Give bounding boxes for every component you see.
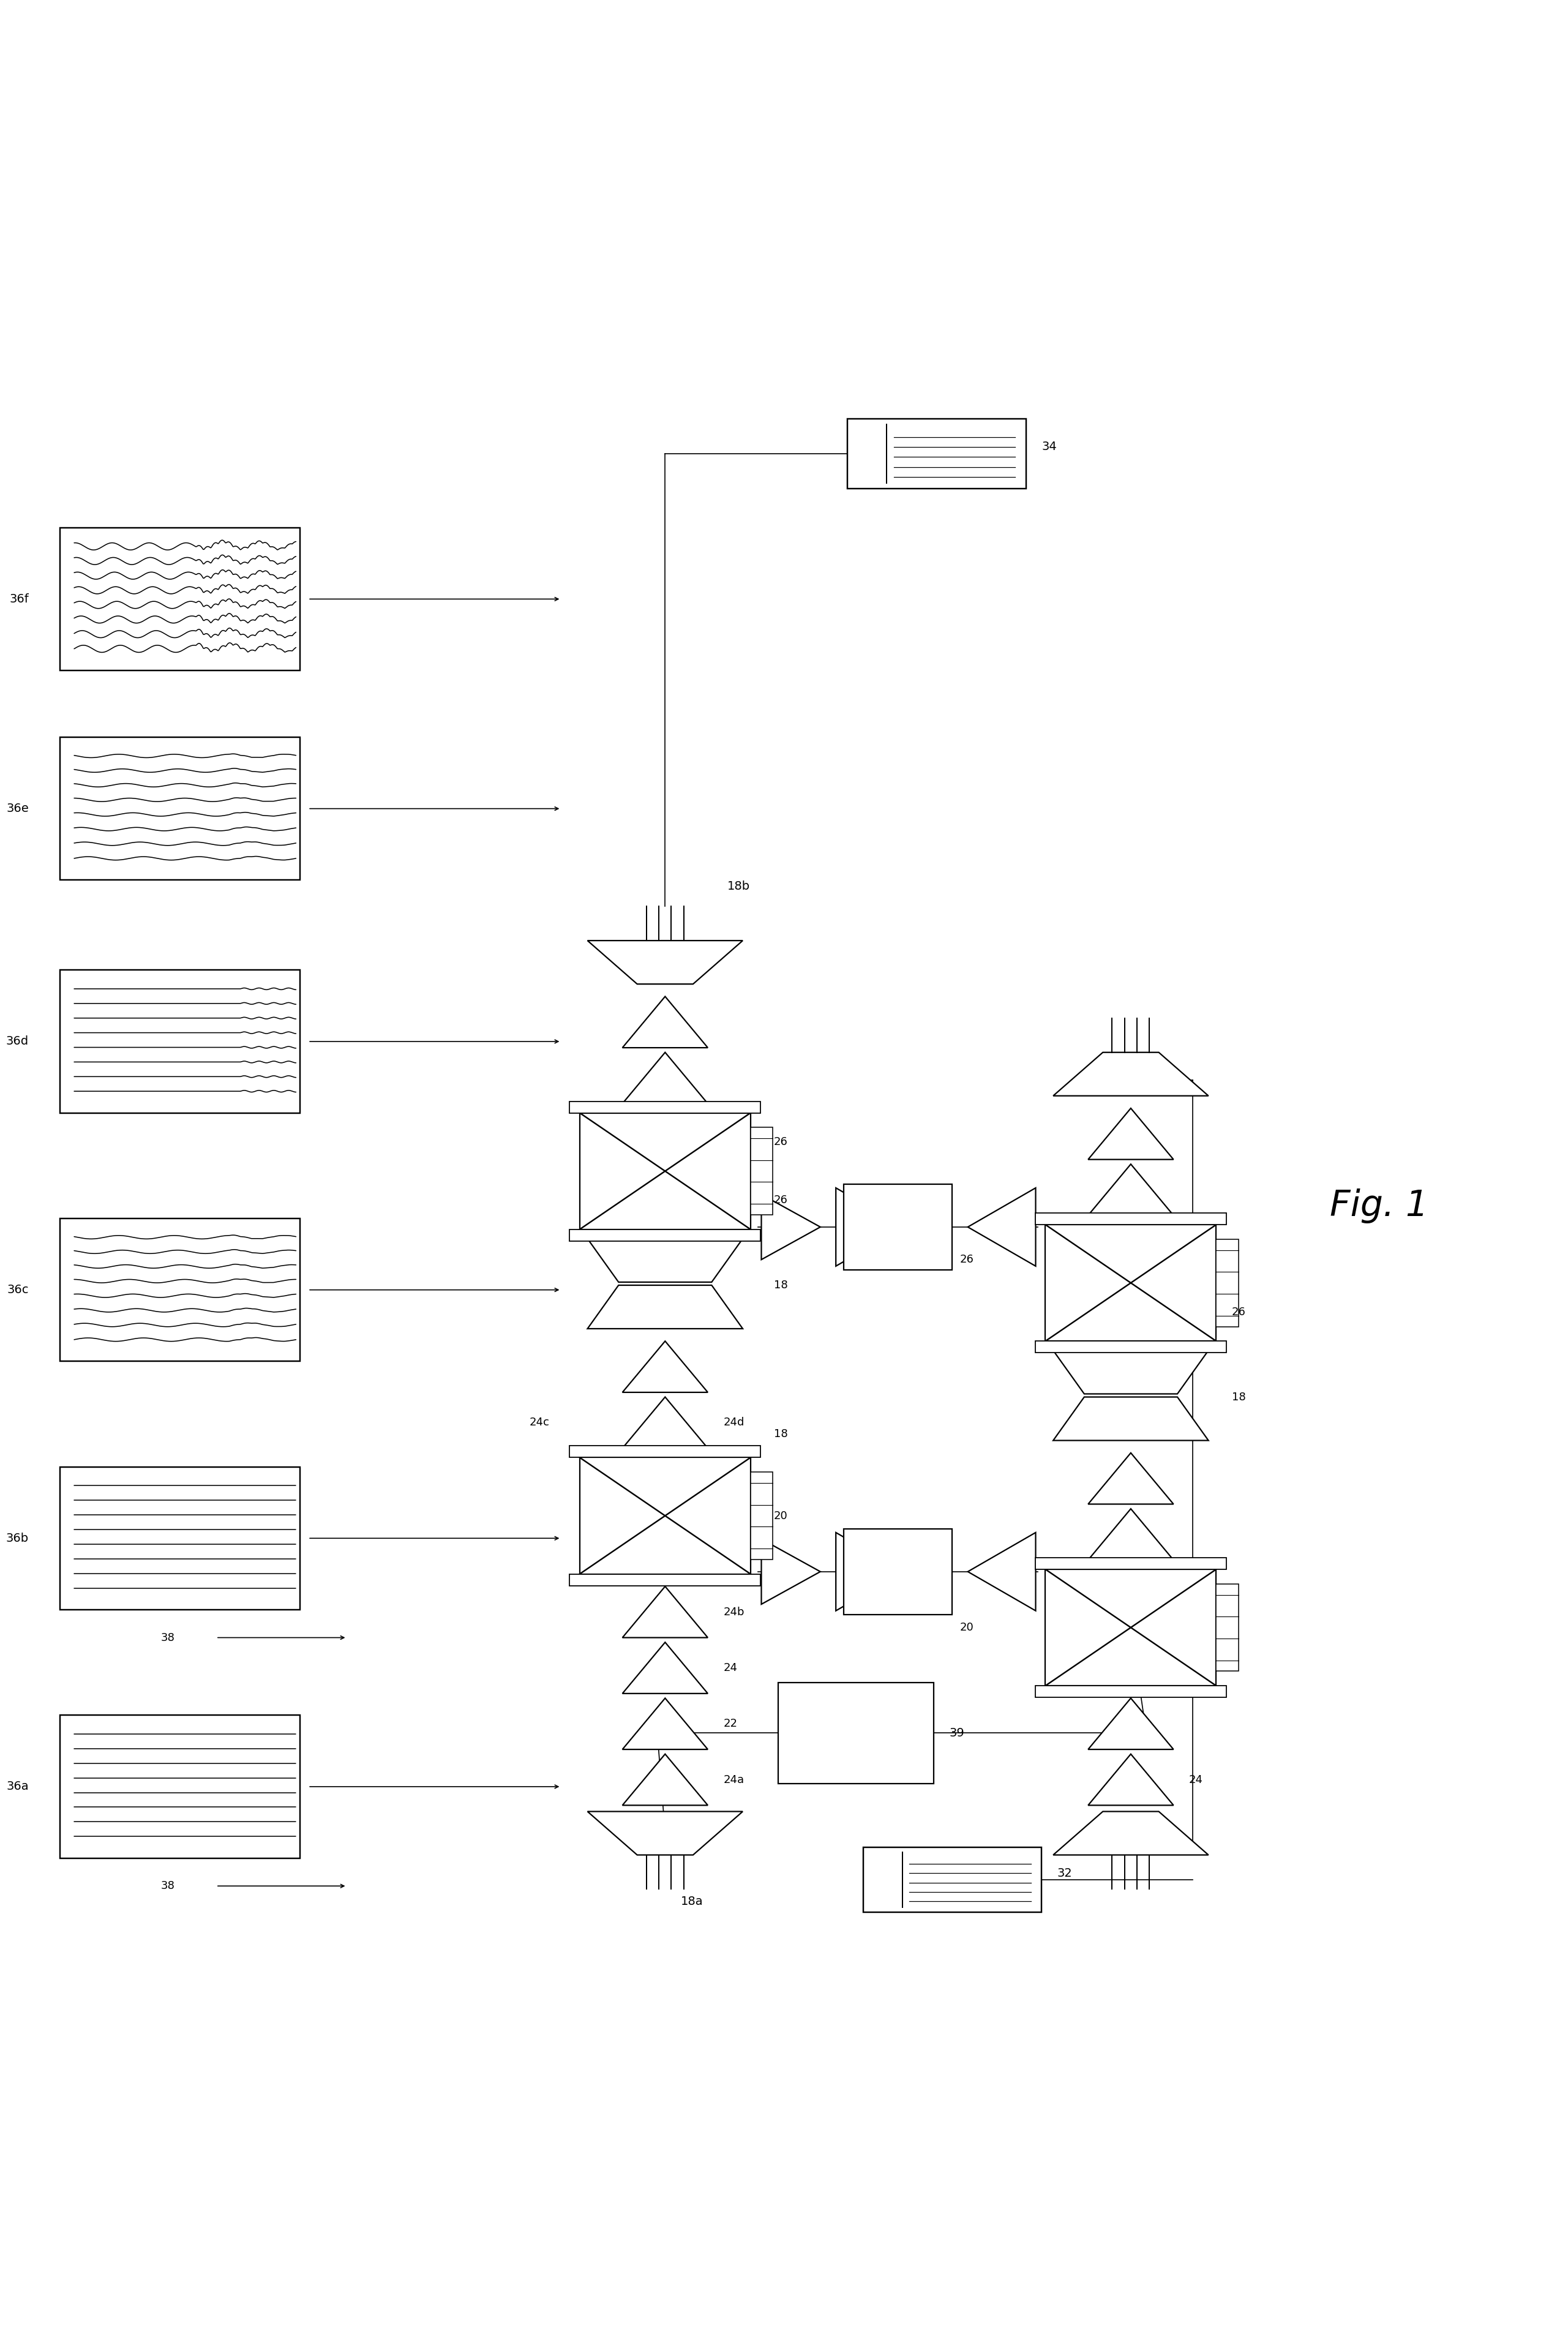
Text: 18b: 18b — [728, 881, 750, 893]
Bar — [778, 1683, 933, 1784]
Text: 24d: 24d — [723, 1417, 745, 1429]
Polygon shape — [836, 1532, 903, 1610]
Bar — [862, 1847, 1041, 1913]
Polygon shape — [1088, 1699, 1173, 1748]
Text: 18: 18 — [773, 1281, 787, 1290]
Text: 32: 32 — [1057, 1868, 1073, 1880]
Text: 24c: 24c — [530, 1417, 549, 1429]
Polygon shape — [622, 1699, 707, 1748]
Polygon shape — [1054, 1812, 1209, 1854]
Polygon shape — [762, 1194, 820, 1260]
Polygon shape — [622, 1342, 707, 1391]
Polygon shape — [1054, 1396, 1209, 1441]
Text: 36d: 36d — [6, 1036, 28, 1048]
Text: 34: 34 — [1041, 442, 1057, 454]
Bar — [844, 1184, 952, 1269]
Bar — [1046, 1570, 1217, 1685]
Bar — [569, 1102, 760, 1114]
Polygon shape — [588, 1238, 743, 1283]
Polygon shape — [588, 1285, 743, 1328]
Text: 24: 24 — [723, 1661, 737, 1673]
Text: 18: 18 — [1232, 1391, 1245, 1403]
Text: 26: 26 — [773, 1137, 787, 1147]
Text: 18: 18 — [773, 1429, 787, 1441]
Bar — [1035, 1342, 1226, 1354]
Bar — [60, 1466, 301, 1610]
Polygon shape — [622, 1053, 707, 1104]
Text: Fig. 1: Fig. 1 — [1330, 1189, 1428, 1224]
Polygon shape — [1088, 1109, 1173, 1159]
Bar — [844, 1530, 952, 1614]
Text: 20: 20 — [960, 1622, 974, 1633]
Text: 22: 22 — [723, 1718, 737, 1730]
Bar — [1035, 1558, 1226, 1570]
Bar — [1035, 1213, 1226, 1224]
Polygon shape — [588, 1812, 743, 1854]
Polygon shape — [622, 996, 707, 1048]
Bar — [60, 529, 301, 670]
Polygon shape — [836, 1187, 903, 1267]
Text: 36b: 36b — [6, 1532, 28, 1544]
Text: 24b: 24b — [723, 1607, 745, 1617]
Bar — [60, 1716, 301, 1859]
Bar — [580, 1457, 751, 1575]
Bar — [569, 1229, 760, 1241]
Bar — [580, 1114, 751, 1229]
Polygon shape — [588, 940, 743, 985]
Bar — [1217, 1584, 1239, 1671]
Polygon shape — [622, 1753, 707, 1805]
Text: 36f: 36f — [9, 592, 28, 604]
Text: 36e: 36e — [6, 804, 28, 815]
Bar — [1046, 1224, 1217, 1342]
Polygon shape — [1088, 1452, 1173, 1504]
Polygon shape — [622, 1586, 707, 1638]
Bar — [847, 418, 1025, 489]
Text: 26: 26 — [960, 1255, 974, 1264]
Polygon shape — [1088, 1509, 1173, 1560]
Bar — [569, 1575, 760, 1586]
Text: 20: 20 — [773, 1511, 787, 1520]
Polygon shape — [967, 1187, 1035, 1267]
Bar — [569, 1445, 760, 1457]
Bar — [60, 1217, 301, 1361]
Polygon shape — [622, 1396, 707, 1448]
Bar — [751, 1471, 773, 1560]
Bar — [751, 1128, 773, 1215]
Bar — [60, 971, 301, 1114]
Text: 39: 39 — [949, 1727, 964, 1739]
Polygon shape — [1054, 1053, 1209, 1095]
Bar — [60, 738, 301, 879]
Text: 36c: 36c — [6, 1283, 28, 1295]
Text: 26: 26 — [773, 1194, 787, 1206]
Text: 24a: 24a — [723, 1774, 745, 1786]
Text: 38: 38 — [162, 1633, 176, 1643]
Bar — [1217, 1238, 1239, 1325]
Polygon shape — [1054, 1351, 1209, 1394]
Polygon shape — [1088, 1753, 1173, 1805]
Text: 36a: 36a — [6, 1781, 28, 1793]
Text: 26: 26 — [1232, 1307, 1245, 1318]
Polygon shape — [1088, 1163, 1173, 1215]
Bar — [1035, 1685, 1226, 1697]
Text: 38: 38 — [162, 1880, 176, 1892]
Polygon shape — [762, 1539, 820, 1605]
Text: 24: 24 — [1189, 1774, 1203, 1786]
Polygon shape — [622, 1643, 707, 1694]
Polygon shape — [967, 1532, 1035, 1610]
Text: 18a: 18a — [681, 1896, 702, 1908]
